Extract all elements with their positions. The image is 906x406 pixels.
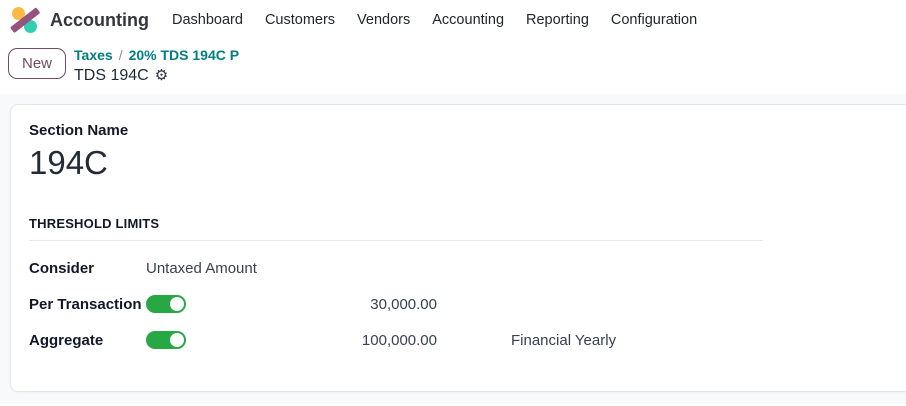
- app-title: Accounting: [50, 9, 149, 30]
- aggregate-label: Aggregate: [29, 331, 104, 349]
- per-transaction-amount[interactable]: 30,000.00: [370, 295, 437, 313]
- nav-item-reporting[interactable]: Reporting: [526, 12, 589, 28]
- breadcrumb-separator: /: [118, 47, 123, 63]
- toggle-knob: [169, 333, 184, 348]
- aggregate-row: Aggregate 100,000.00 Financial Yearly: [29, 331, 903, 350]
- nav-item-vendors[interactable]: Vendors: [357, 12, 411, 28]
- toggle-knob: [169, 297, 184, 312]
- breadcrumb-link-taxes[interactable]: Taxes: [74, 47, 113, 63]
- new-button[interactable]: New: [8, 48, 67, 79]
- nav-item-accounting[interactable]: Accounting: [432, 12, 505, 28]
- breadcrumb-link-tax-record[interactable]: 20% TDS 194C P: [128, 47, 240, 63]
- control-panel: New Taxes / 20% TDS 194C P TDS 194C ⚙: [0, 38, 906, 94]
- nav-item-dashboard[interactable]: Dashboard: [172, 12, 243, 28]
- aggregate-period[interactable]: Financial Yearly: [511, 331, 617, 349]
- nav-item-configuration[interactable]: Configuration: [610, 12, 698, 28]
- threshold-limits-divider: [29, 240, 763, 242]
- gear-icon[interactable]: ⚙: [154, 66, 169, 84]
- threshold-rows: Consider Untaxed Amount Per Transaction …: [29, 260, 903, 350]
- per-transaction-row: Per Transaction 30,000.00: [29, 295, 903, 314]
- content-area: Section Name 194C THRESHOLD LIMITS Consi…: [0, 93, 906, 404]
- consider-label: Consider: [29, 260, 95, 278]
- record-title: TDS 194C: [74, 66, 149, 84]
- threshold-limits-heading: THRESHOLD LIMITS: [29, 216, 160, 232]
- consider-value[interactable]: Untaxed Amount: [146, 260, 257, 278]
- section-name-value[interactable]: 194C: [29, 143, 108, 181]
- logo-teal-dot: [24, 20, 37, 33]
- per-transaction-toggle[interactable]: [146, 295, 186, 314]
- aggregate-amount[interactable]: 100,000.00: [361, 331, 437, 349]
- per-transaction-label: Per Transaction: [29, 295, 142, 313]
- main-menu: Dashboard Customers Vendors Accounting R…: [161, 6, 708, 34]
- aggregate-toggle[interactable]: [146, 331, 186, 350]
- breadcrumb: Taxes / 20% TDS 194C P TDS 194C ⚙: [74, 47, 239, 86]
- nav-item-customers[interactable]: Customers: [264, 12, 336, 28]
- consider-row: Consider Untaxed Amount: [29, 260, 903, 277]
- section-name-label: Section Name: [29, 121, 129, 139]
- top-navbar: Accounting Dashboard Customers Vendors A…: [0, 0, 906, 38]
- form-sheet: Section Name 194C THRESHOLD LIMITS Consi…: [10, 103, 906, 392]
- odoo-accounting-logo-icon[interactable]: [9, 7, 41, 33]
